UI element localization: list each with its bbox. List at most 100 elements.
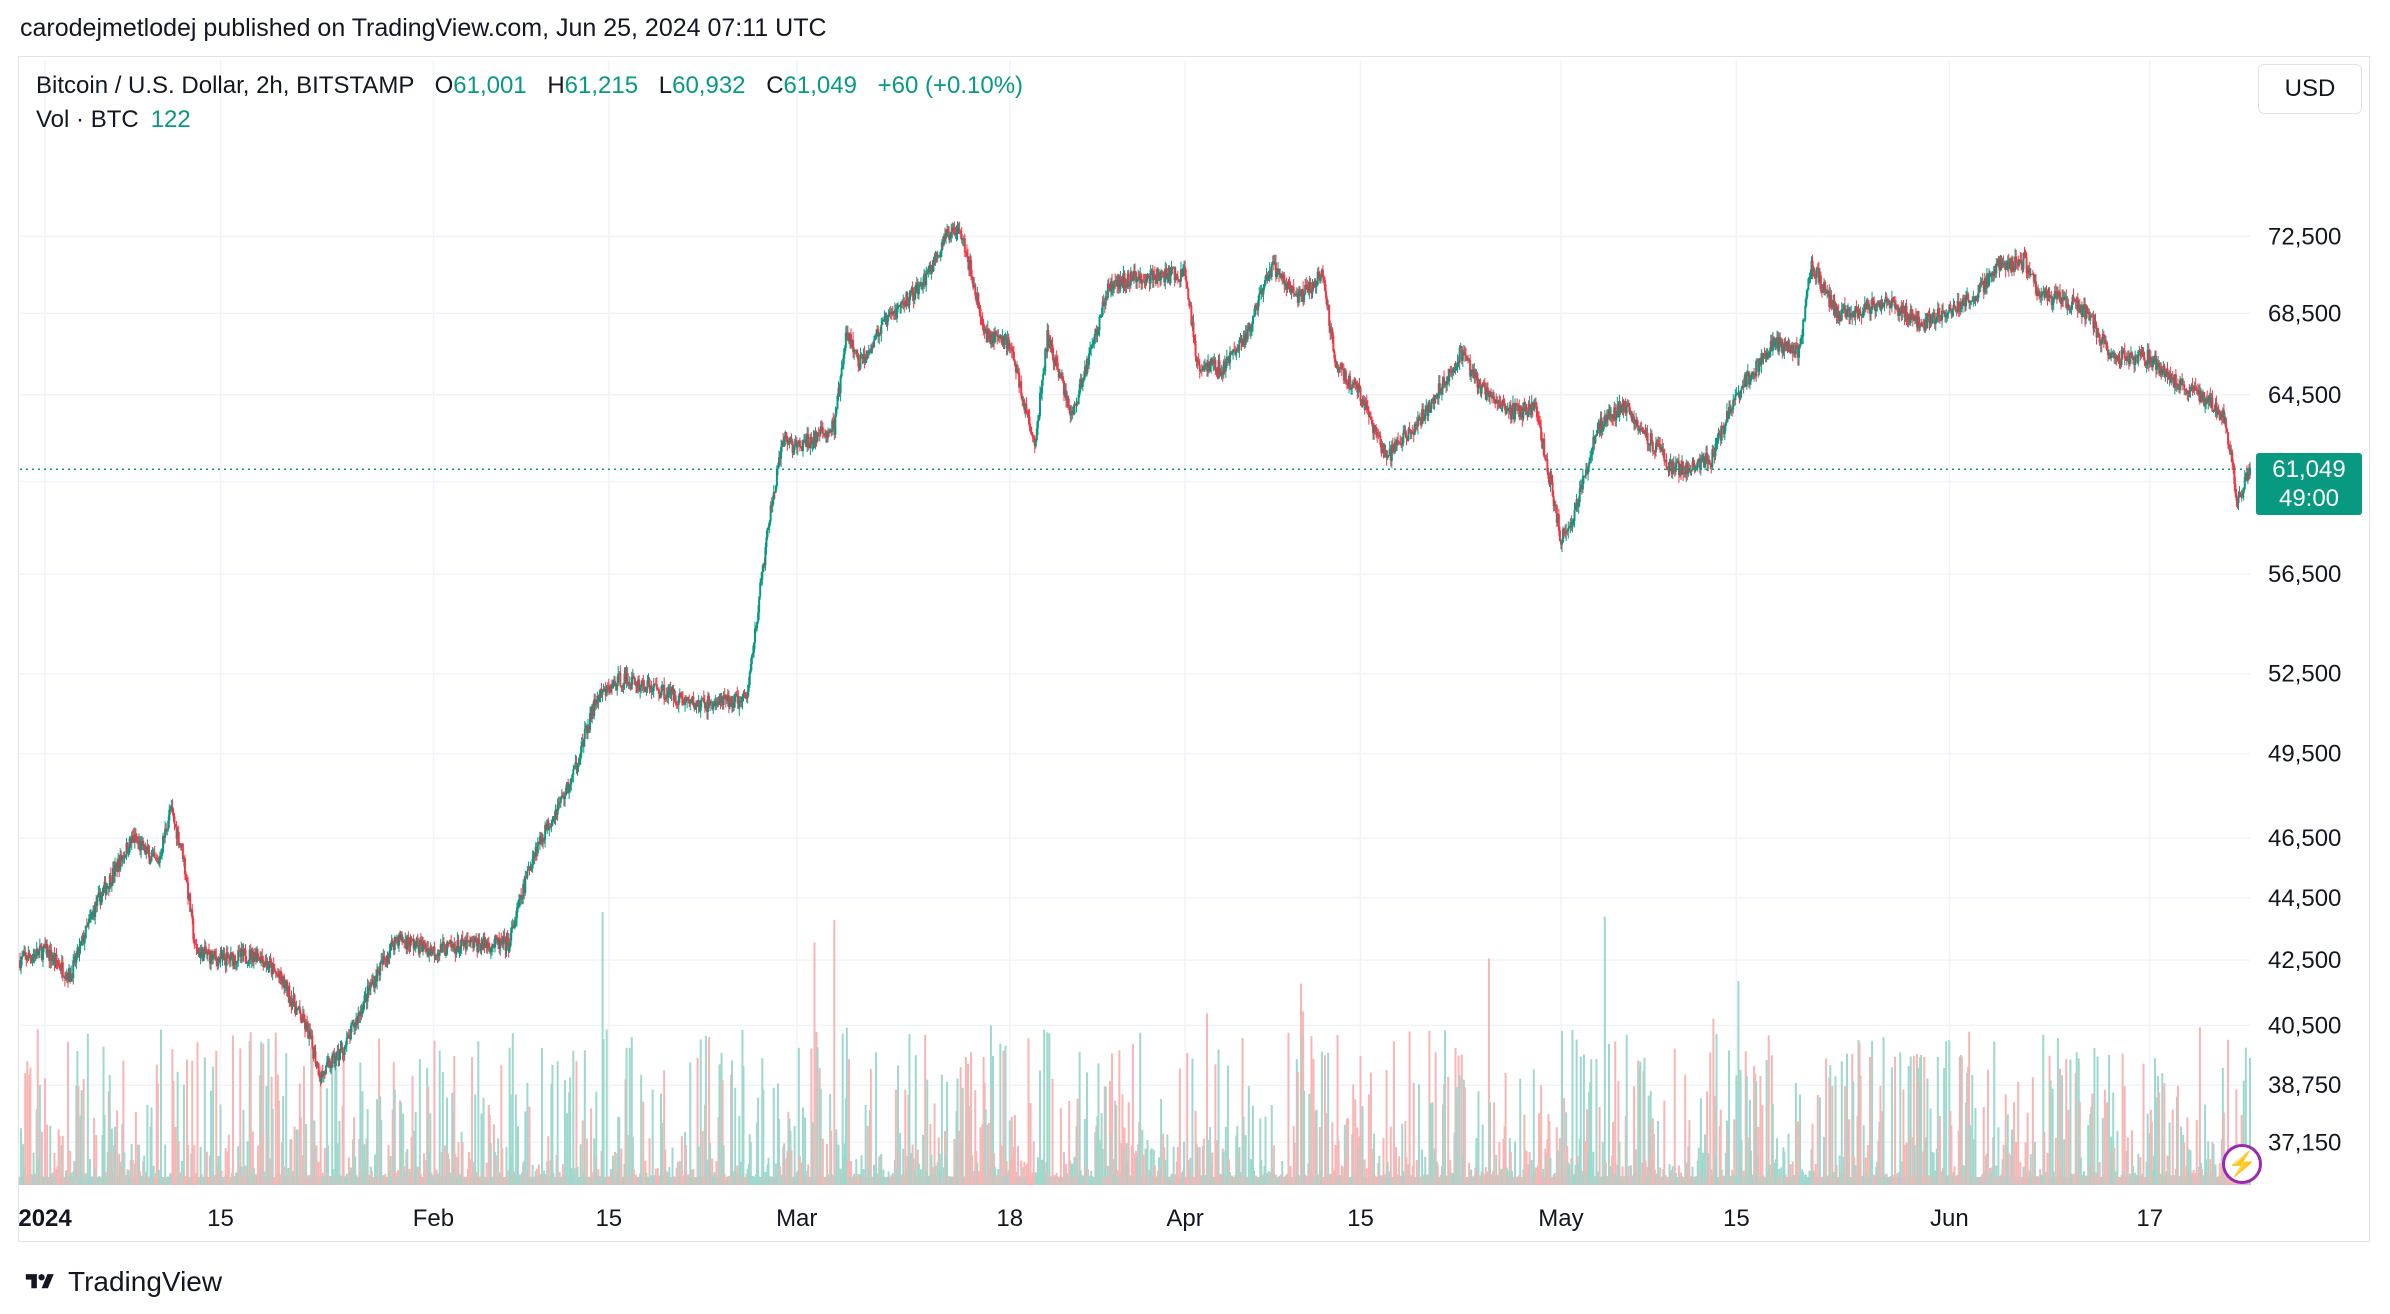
volume-bar [1740, 1139, 1743, 1185]
candle-body [804, 440, 807, 442]
volume-bar [2095, 1172, 2098, 1185]
volume-bar [807, 1164, 810, 1185]
candle-body [1191, 321, 1194, 326]
candle-body [1077, 394, 1080, 405]
volume-bar [1899, 1052, 1902, 1185]
candle-body [299, 1013, 302, 1021]
candle-body [1249, 328, 1252, 332]
volume-bar [1593, 1176, 1596, 1185]
volume-bar [793, 1125, 796, 1185]
volume-bar [1134, 1154, 1136, 1185]
candle-body [1089, 348, 1092, 354]
volume-bar [546, 1161, 549, 1185]
candle-body [437, 953, 440, 956]
candle-body [84, 925, 87, 938]
candle-body [534, 846, 537, 857]
volume-bar [1283, 1176, 1286, 1185]
volume-bar [1654, 1173, 1657, 1185]
candle-body [45, 943, 48, 949]
candle-body [1114, 280, 1117, 282]
candle-body [442, 941, 445, 945]
candle-body [892, 311, 895, 313]
candle-body [174, 824, 177, 826]
candle-body [1184, 266, 1187, 277]
candle-body [997, 336, 1000, 338]
volume-bar [2028, 1170, 2031, 1185]
volume-bar [1282, 1176, 1285, 1185]
volume-bar [1596, 1176, 1599, 1185]
volume-bar [139, 1171, 142, 1185]
volume-bar [1922, 1151, 1925, 1185]
volume-bar [32, 1152, 35, 1185]
volume-bar [738, 1116, 741, 1185]
volume-bar [193, 1145, 196, 1185]
volume-bar [1990, 1172, 1993, 1185]
volume-bar [1633, 1086, 1636, 1185]
volume-bar [19, 1176, 21, 1185]
volume-bar [1206, 1013, 1209, 1185]
volume-bar [1826, 1175, 1829, 1185]
volume-bar [607, 1176, 610, 1185]
volume-bar [544, 1174, 547, 1185]
volume-bar [149, 1126, 152, 1185]
candle-body [376, 969, 379, 982]
volume-bar [1256, 1176, 1259, 1185]
volume-bar [346, 1176, 349, 1185]
volume-bar [1744, 1051, 1747, 1185]
volume-bar [2065, 1059, 2068, 1185]
volume-bar [99, 1176, 102, 1185]
candle-body [839, 376, 842, 394]
volume-bar [530, 1176, 533, 1185]
volume-bar [1690, 1176, 1693, 1185]
candle-body [263, 962, 266, 968]
volume-bar [665, 1170, 668, 1185]
volume-bar [1259, 1118, 1262, 1185]
volume-bar [2099, 1176, 2102, 1185]
candle-body [816, 433, 819, 442]
volume-bar [862, 1169, 865, 1185]
candle-body [865, 350, 868, 361]
volume-bar [445, 1097, 448, 1185]
volume-bar [1385, 1069, 1388, 1185]
candle-body [690, 699, 693, 704]
candle-body [818, 434, 821, 436]
candle-body [1194, 340, 1197, 357]
volume-bar [1420, 1176, 1423, 1185]
volume-bar [1419, 1176, 1422, 1185]
volume-bar [1235, 1135, 1238, 1185]
volume-bar [1430, 1134, 1433, 1185]
volume-bar [1301, 1034, 1304, 1185]
candle-body [758, 596, 761, 613]
volume-bar [298, 1083, 301, 1185]
volume-bar [2060, 1169, 2063, 1185]
volume-bar [1036, 1157, 1039, 1185]
volume-bar [1556, 1150, 1559, 1185]
candle-body [1384, 450, 1387, 456]
volume-bar [1231, 1175, 1234, 1185]
volume-bar [1019, 1176, 1022, 1185]
volume-bar [1080, 1175, 1083, 1185]
volume-bar [1353, 1174, 1356, 1185]
candle-body [1455, 367, 1458, 371]
candle-body [761, 571, 764, 580]
volume-bar [1729, 1176, 1732, 1185]
volume-bar [2061, 1075, 2064, 1185]
volume-bar [824, 1176, 827, 1185]
volume-bar [1552, 1174, 1555, 1185]
candle-body [759, 582, 762, 597]
candle-body [367, 985, 370, 992]
candle-body [454, 948, 457, 955]
volume-bar [1816, 1094, 1819, 1185]
volume-bar [26, 1061, 29, 1185]
volume-bar [684, 1131, 687, 1185]
volume-bar [252, 1167, 255, 1185]
volume-bar [1481, 1124, 1484, 1185]
volume-bar [687, 1174, 690, 1185]
volume-bar [1107, 1176, 1110, 1185]
volume-bar [960, 1141, 963, 1185]
volume-bar [1571, 1029, 1574, 1185]
chart-frame[interactable] [18, 56, 2370, 1242]
candle-body [848, 334, 851, 342]
candle-body [365, 994, 368, 1002]
